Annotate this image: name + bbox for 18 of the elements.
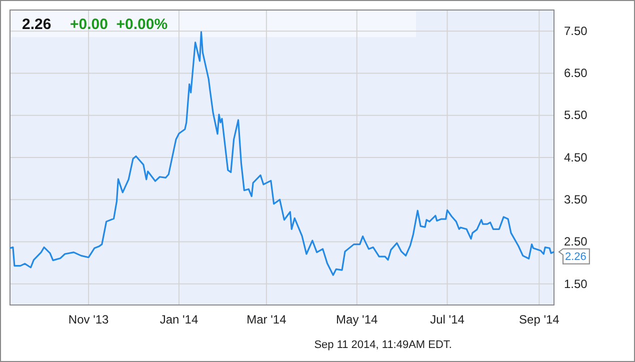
y-tick-label: 4.50 bbox=[564, 150, 588, 164]
annotation: 2.26 bbox=[565, 250, 586, 263]
y-tick-label: 5.50 bbox=[564, 108, 588, 122]
y-tick-label: 1.50 bbox=[564, 276, 588, 291]
x-tick-label: Nov '13 bbox=[68, 312, 110, 327]
chart-subtitle: +0.00 +0.00% bbox=[70, 16, 168, 33]
x-tick-label: Mar '14 bbox=[246, 312, 287, 327]
x-tick-label: May '14 bbox=[336, 312, 378, 327]
x-tick-label: Sep '14 bbox=[519, 312, 560, 327]
y-tick-label: 2.50 bbox=[564, 234, 588, 249]
y-tick-label: 3.50 bbox=[564, 192, 588, 206]
line-series bbox=[9, 31, 555, 276]
y-tick-label: 7.50 bbox=[564, 24, 588, 38]
y-tick-label: 6.50 bbox=[564, 66, 588, 80]
text: Sep 11 2014, 11:49AM EDT. bbox=[314, 339, 452, 351]
chart-title: 2.26 bbox=[22, 16, 52, 33]
x-tick-label: Jan '14 bbox=[160, 312, 198, 327]
x-tick-label: Jul '14 bbox=[430, 312, 465, 327]
